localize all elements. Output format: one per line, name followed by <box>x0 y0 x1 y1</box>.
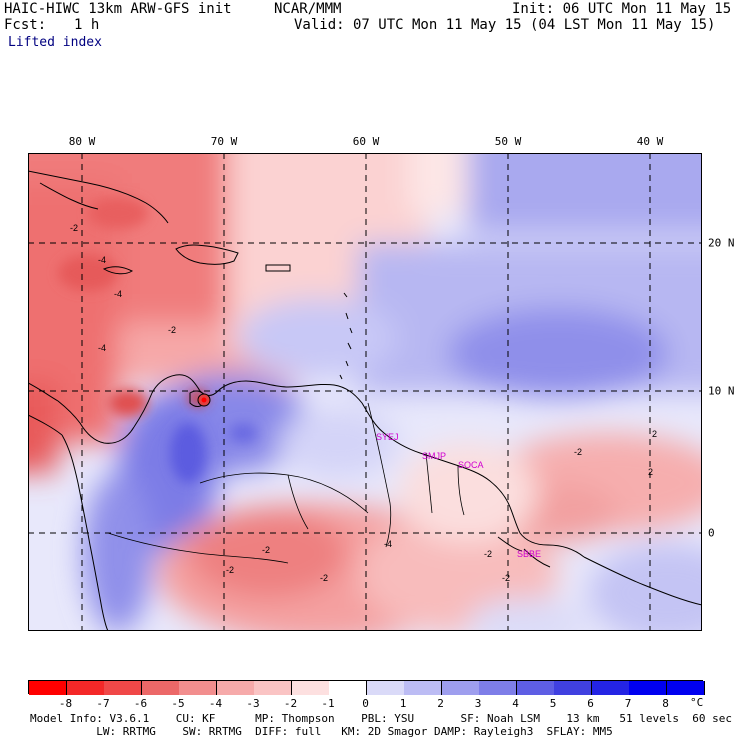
init-time: Init: 06 UTC Mon 11 May 15 <box>512 1 732 17</box>
valid-time: Valid: 07 UTC Mon 11 May 15 (04 LST Mon … <box>294 17 716 33</box>
lon-label-60w: 60 W <box>352 135 380 148</box>
contour-labels: -2 -4 -4 -2 -4 2 -2 2 -2 -2 -2 -2 -2 -4 <box>70 223 657 583</box>
contour-label: -2 <box>168 325 176 335</box>
station-label: SBBE <box>517 549 541 559</box>
colorbar-swatch <box>366 681 405 695</box>
colorbar-swatch <box>404 681 442 695</box>
colorbar-tick-label: -5 <box>171 697 185 710</box>
colorbar-tick-label: -2 <box>283 697 298 710</box>
field-detail <box>58 197 257 483</box>
model-info-line1: Model Info: V3.6.1 CU: KF MP: Thompson P… <box>30 712 732 725</box>
colorbar-tick-label: 5 <box>549 697 557 710</box>
colorbar-swatch <box>66 681 105 695</box>
colorbar-swatch <box>554 681 592 695</box>
colorbar-swatch <box>104 681 142 695</box>
colorbar-tick-label: 2 <box>437 697 444 710</box>
contour-label: -4 <box>114 289 122 299</box>
colorbar-swatch <box>329 681 367 695</box>
station-label: SYEJ <box>376 432 399 442</box>
colorbar-swatch <box>179 681 217 695</box>
contour-label: -4 <box>98 255 106 265</box>
colorbar-unit: °C <box>690 696 704 709</box>
colorbar-tick-label: 4 <box>512 697 519 710</box>
colorbar-swatch <box>216 681 255 695</box>
contour-label: -2 <box>502 573 510 583</box>
lon-label-70w: 70 W <box>210 135 238 148</box>
model-info-line2: LW: RRTMG SW: RRTMG DIFF: full KM: 2D Sm… <box>30 725 613 738</box>
field-name: Lifted index <box>8 35 102 50</box>
colorbar-tick-label: 6 <box>587 697 594 710</box>
lat-label-20n: 20 N <box>708 236 735 250</box>
coastlines <box>28 170 702 631</box>
colorbar-swatch <box>441 681 480 695</box>
lon-label-50w: 50 W <box>494 135 522 148</box>
contour-label: -2 <box>70 223 78 233</box>
colorbar-tick-label: -4 <box>208 697 223 710</box>
colorbar-swatch <box>591 681 630 695</box>
contour-label: 2 <box>648 467 653 477</box>
colorbar-swatch <box>254 681 292 695</box>
forecast-label: Fcst: <box>4 17 47 33</box>
contour-label: 2 <box>652 429 657 439</box>
colorbar-swatch <box>479 681 517 695</box>
colorbar-tick-label: 0 <box>362 697 369 710</box>
model-title: HAIC-HIWC 13km ARW-GFS init <box>4 1 232 17</box>
forecast-hour: 1 h <box>74 17 100 33</box>
strong-negative-core <box>201 397 207 403</box>
colorbar-tick-label: -7 <box>96 697 110 710</box>
colorbar-tick-label: 7 <box>624 697 632 710</box>
contour-label: -4 <box>98 343 106 353</box>
lat-label-10n: 10 N <box>708 384 735 398</box>
lat-lon-grid <box>28 153 702 631</box>
contour-label: -2 <box>574 447 582 457</box>
colorbar-tick-label: -6 <box>133 697 148 710</box>
colorbar-swatch <box>666 681 705 695</box>
station-label: SMJP <box>422 451 446 461</box>
colorbar-swatch <box>291 681 330 695</box>
lifted-index-map: SYEJ SMJP SOCA SBBE -2 -4 -4 -2 -4 2 -2 … <box>28 153 702 631</box>
contour-label: -2 <box>226 565 234 575</box>
lon-label-80w: 80 W <box>68 135 96 148</box>
lat-label-equator: 0 <box>708 526 715 540</box>
contour-label: -2 <box>484 549 492 559</box>
colorbar-tick-label: 8 <box>662 697 669 710</box>
colorbar <box>28 680 705 695</box>
lon-label-40w: 40 W <box>636 135 664 148</box>
contour-label: -2 <box>320 573 328 583</box>
contour-label: -4 <box>384 539 392 549</box>
colorbar-swatch <box>29 681 67 695</box>
organization-label: NCAR/MMM <box>274 1 342 17</box>
colorbar-tick-label: -3 <box>246 697 260 710</box>
colorbar-tick-label: 1 <box>399 697 407 710</box>
colorbar-swatch <box>141 681 180 695</box>
map-frame <box>28 153 702 631</box>
station-labels: SYEJ SMJP SOCA SBBE <box>376 432 541 559</box>
contour-label: -2 <box>262 545 270 555</box>
colorbar-swatch <box>629 681 667 695</box>
colorbar-tick-label: -1 <box>321 697 335 710</box>
colorbar-tick-label: 3 <box>474 697 482 710</box>
station-label: SOCA <box>458 460 484 470</box>
colorbar-swatch <box>516 681 555 695</box>
colorbar-tick-label: -8 <box>58 697 73 710</box>
